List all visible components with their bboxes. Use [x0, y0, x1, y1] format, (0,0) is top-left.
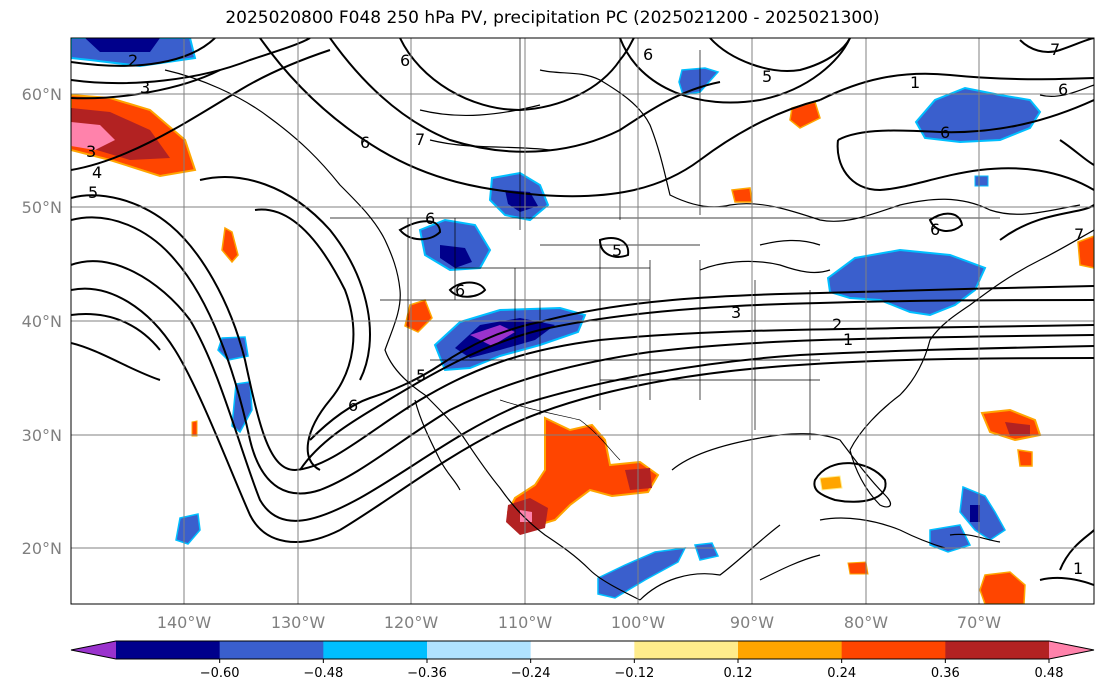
lon-label: 100°W	[611, 613, 666, 632]
lat-label: 50°N	[22, 198, 62, 217]
colorbar-tick-label: 0.24	[827, 666, 856, 681]
contour-label: 2	[128, 51, 138, 70]
colorbar-tick-label: 0.48	[1035, 666, 1064, 681]
contour-label: 7	[1074, 225, 1084, 244]
map-frame	[70, 37, 1095, 605]
lon-label: 140°W	[157, 613, 212, 632]
colorbar-tick-label: −0.12	[614, 666, 654, 681]
colorbar-segment	[219, 641, 324, 659]
longitude-labels: 140°W 130°W 120°W 110°W 100°W 90°W 80°W …	[157, 613, 1001, 632]
contour-label: 7	[415, 130, 425, 149]
pv-contours	[71, 38, 1094, 586]
contour-label: 6	[940, 123, 950, 142]
pv-contour-labels: 2 3 3 4 5 6 7 6 6 5 6 7 6 6 3 2 1 5 6 5 …	[86, 40, 1084, 578]
contour-label: 5	[612, 241, 622, 260]
contour-label: 5	[88, 183, 98, 202]
lon-label: 110°W	[498, 613, 553, 632]
contour-label: 3	[731, 303, 741, 322]
contour-label: 6	[930, 220, 940, 239]
graticule	[71, 38, 1094, 604]
colorbar-tick-label: −0.48	[303, 666, 343, 681]
lat-label: 30°N	[22, 426, 62, 445]
contour-label: 1	[843, 330, 853, 349]
colorbar-segment	[530, 641, 635, 659]
colorbar-extend-max	[1049, 641, 1094, 659]
contour-label: 6	[425, 209, 435, 228]
contour-label: 4	[92, 163, 102, 182]
contour-label: 6	[1058, 80, 1068, 99]
lon-label: 80°W	[844, 613, 888, 632]
map-panel: 2 3 3 4 5 6 7 6 6 5 6 7 6 6 3 2 1 5 6 5 …	[71, 38, 1094, 604]
colorbar-segment	[634, 641, 739, 659]
political-borders	[330, 38, 1000, 461]
contour-label: 1	[910, 73, 920, 92]
lat-label: 60°N	[22, 85, 62, 104]
colorbar-segment	[323, 641, 428, 659]
colorbar-tick-label: −0.60	[200, 666, 240, 681]
lat-label: 40°N	[22, 312, 62, 331]
contour-label: 6	[455, 281, 465, 300]
colorbar-tick-label: −0.24	[511, 666, 551, 681]
lat-label: 20°N	[22, 539, 62, 558]
contour-label: 2	[832, 315, 842, 334]
colorbar-outline	[70, 640, 1095, 660]
contour-label: 1	[1073, 559, 1083, 578]
colorbar-segment	[738, 641, 843, 659]
lon-label: 120°W	[384, 613, 439, 632]
colorbar-tick-label: −0.36	[407, 666, 447, 681]
contour-label: 6	[348, 396, 358, 415]
contour-label: 3	[86, 142, 96, 161]
colorbar-segment	[427, 641, 532, 659]
latitude-labels: 60°N 50°N 40°N 30°N 20°N	[22, 85, 62, 558]
contour-label: 5	[762, 67, 772, 86]
contour-label: 7	[1050, 40, 1060, 59]
colorbar-tick-label: 0.12	[724, 666, 753, 681]
contour-label: 6	[360, 133, 370, 152]
colorbar-segment	[116, 641, 221, 659]
contour-label: 6	[400, 51, 410, 70]
contour-label: 6	[643, 45, 653, 64]
colorbar: −0.60 −0.48 −0.36 −0.24 −0.12 0.12 0.24 0.36 0.4…	[70, 640, 1095, 681]
colorbar-tick-label: 0.36	[931, 666, 960, 681]
contour-label: 3	[140, 78, 150, 97]
map-title: 2025020800 F048 250 hPa PV, precipitatio…	[225, 8, 880, 28]
contour-label: 5	[416, 366, 426, 385]
lon-label: 90°W	[730, 613, 774, 632]
colorbar-extend-min	[71, 641, 116, 659]
lon-label: 70°W	[957, 613, 1001, 632]
lon-label: 130°W	[271, 613, 326, 632]
precip-anomaly-fill	[71, 38, 1094, 604]
colorbar-segment	[945, 641, 1050, 659]
colorbar-segment	[841, 641, 946, 659]
